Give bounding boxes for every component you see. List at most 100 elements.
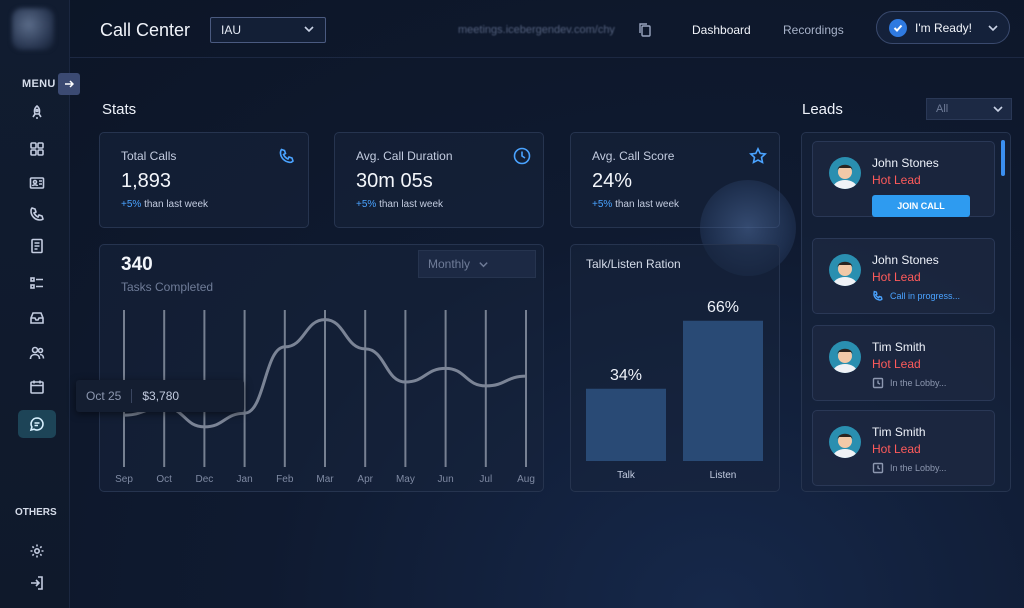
grid-icon [30,142,44,156]
ready-button[interactable]: I'm Ready! [876,11,1010,44]
stat-card-total-calls: Total Calls 1,893 +5% than last week [99,132,309,228]
lead-card[interactable]: Tim Smith Hot Lead In the Lobby... [812,410,995,486]
phone-icon [278,147,296,165]
leads-filter-value: All [936,103,949,115]
avatar [829,254,861,286]
lead-tag: Hot Lead [872,442,921,456]
menu-toggle-button[interactable] [58,73,80,95]
stat-value: 1,893 [121,170,172,192]
inbox-icon [30,312,44,324]
copy-icon[interactable] [638,22,652,38]
lead-tag: Hot Lead [872,173,921,187]
lead-name: Tim Smith [872,425,926,439]
lead-tag: Hot Lead [872,270,921,284]
nav-logout[interactable] [18,569,56,597]
avatar-image [829,254,861,286]
lead-status: In the Lobby... [872,462,946,474]
lead-status: Call in progress... [872,290,960,302]
x-tick-label: May [396,474,415,485]
avatar-image [829,341,861,373]
x-tick-label: Jun [438,474,454,485]
rocket-icon [32,105,42,119]
gear-icon [30,544,44,558]
nav-contacts[interactable] [18,169,56,197]
calendar-icon [30,380,44,394]
chat-icon [29,417,44,432]
chevron-down-icon [303,23,315,38]
tasks-value: 340 [121,254,153,275]
stat-value: 24% [592,170,633,192]
stat-change: +5% than last week [121,199,209,210]
lead-card[interactable]: Tim Smith Hot Lead In the Lobby... [812,325,995,401]
check-icon [889,18,907,37]
stats-title: Stats [102,101,137,118]
x-tick-label: Jul [479,474,492,485]
period-select-value: Monthly [428,257,471,271]
x-tick-label: Oct [156,474,172,485]
list-icon [30,277,43,289]
phone-icon [873,290,883,301]
clock-icon [513,147,531,165]
leads-title: Leads [802,101,843,118]
ready-button-label: I'm Ready! [915,20,972,35]
page-title: Call Center [100,20,191,40]
nav-dashboard[interactable]: Dashboard [692,23,751,37]
tasks-label: Tasks Completed [121,280,214,294]
avatar-image [829,426,861,458]
app-logo [12,8,54,50]
chevron-down-icon [987,22,999,34]
nav-calendar[interactable] [18,373,56,401]
lead-name: Tim Smith [872,340,926,354]
phone-icon [30,207,44,221]
period-select[interactable]: Monthly [418,250,536,278]
stat-change: +5% than last week [592,199,680,210]
stat-change: +5% than last week [356,199,444,210]
sidebar: MENU OTHERS [0,0,80,608]
nav-calls[interactable] [18,200,56,228]
bar-talk [586,388,666,461]
talk-listen-title: Talk/Listen Ration [586,257,681,271]
nav-list[interactable] [18,269,56,297]
x-tick-label: Apr [357,474,373,485]
contact-card-icon [29,177,45,189]
clock-icon [872,377,884,389]
nav-recordings[interactable]: Recordings [783,23,844,37]
x-tick-label: Mar [316,474,334,485]
join-call-button[interactable]: JOIN CALL [872,195,970,217]
lead-card[interactable]: John Stones Hot Lead JOIN CALL [812,141,995,217]
star-icon [748,146,768,165]
talk-listen-card: Talk/Listen Ration 34% Talk 66% Listen [570,244,780,492]
lead-status: In the Lobby... [872,377,946,389]
avatar [829,426,861,458]
leads-scrollbar[interactable] [1001,140,1005,176]
stat-value: 30m 05s [356,170,433,192]
chart-tooltip: Oct 25 $3,780 [76,380,244,412]
team-select-value: IAU [221,23,242,37]
team-select[interactable]: IAU [210,17,326,43]
stat-card-avg-duration: Avg. Call Duration 30m 05s +5% than last… [334,132,544,228]
nav-inbox[interactable] [18,304,56,332]
lead-card[interactable]: John Stones Hot Lead Call in progress... [812,238,995,314]
chevron-down-icon [479,261,488,267]
document-icon [31,238,43,254]
avatar [829,341,861,373]
stat-label: Avg. Call Score [592,149,675,163]
nav-chat[interactable] [18,410,56,438]
nav-documents[interactable] [18,232,56,260]
stat-label: Avg. Call Duration [356,149,453,163]
nav-users[interactable] [18,339,56,367]
leads-filter-select[interactable]: All [926,98,1012,120]
lead-name: John Stones [872,156,939,170]
x-tick-label: Dec [196,474,214,485]
tasks-line-chart: Sep Oct Dec Jan Feb Mar Apr May Jun Jul Aug [115,310,535,485]
stat-label: Total Calls [121,149,177,163]
tasks-series-line [123,318,527,429]
nav-grid[interactable] [18,135,56,163]
others-label: OTHERS [15,507,57,518]
nav-rocket[interactable] [18,99,56,127]
avatar-image [829,157,861,189]
x-tick-label: Sep [115,474,133,485]
x-tick-label: Listen [710,470,737,481]
bar-data-label: 66% [707,299,739,316]
nav-settings[interactable] [18,537,56,565]
